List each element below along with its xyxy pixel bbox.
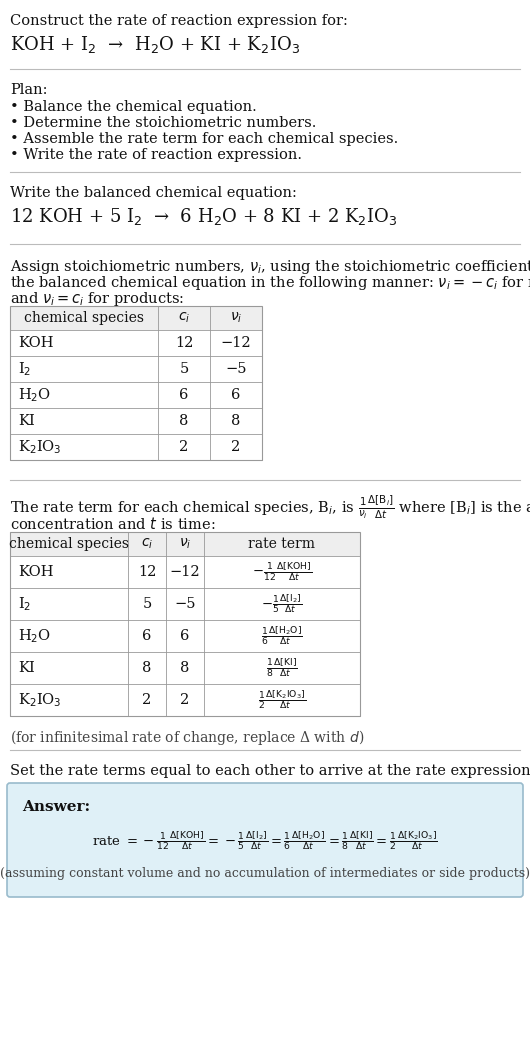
Text: 6: 6 bbox=[143, 629, 152, 643]
Text: $\nu_i$: $\nu_i$ bbox=[230, 311, 242, 325]
Text: $\frac{1}{6}\frac{\Delta[\mathrm{H_2O}]}{\Delta t}$: $\frac{1}{6}\frac{\Delta[\mathrm{H_2O}]}… bbox=[261, 624, 303, 647]
Bar bbox=[10, 532, 360, 716]
Bar bbox=[10, 306, 262, 330]
Text: 5: 5 bbox=[143, 597, 152, 611]
Text: K$_2$IO$_3$: K$_2$IO$_3$ bbox=[18, 691, 61, 709]
Text: 5: 5 bbox=[179, 362, 189, 376]
Text: $-\frac{1}{5}\frac{\Delta[\mathrm{I_2}]}{\Delta t}$: $-\frac{1}{5}\frac{\Delta[\mathrm{I_2}]}… bbox=[261, 593, 303, 616]
Text: chemical species: chemical species bbox=[9, 537, 129, 551]
Bar bbox=[10, 532, 360, 556]
Text: 12: 12 bbox=[175, 336, 193, 350]
Text: rate term: rate term bbox=[249, 537, 315, 551]
Text: −5: −5 bbox=[225, 362, 247, 376]
Text: −12: −12 bbox=[220, 336, 251, 350]
Text: 12: 12 bbox=[138, 565, 156, 579]
Text: 6: 6 bbox=[180, 629, 190, 643]
Text: H$_2$O: H$_2$O bbox=[18, 387, 51, 404]
Text: • Assemble the rate term for each chemical species.: • Assemble the rate term for each chemic… bbox=[10, 132, 398, 146]
Text: $\frac{1}{8}\frac{\Delta[\mathrm{KI}]}{\Delta t}$: $\frac{1}{8}\frac{\Delta[\mathrm{KI}]}{\… bbox=[266, 656, 298, 679]
Text: chemical species: chemical species bbox=[24, 311, 144, 325]
Text: Construct the rate of reaction expression for:: Construct the rate of reaction expressio… bbox=[10, 14, 348, 28]
Text: 8: 8 bbox=[143, 661, 152, 675]
Text: H$_2$O: H$_2$O bbox=[18, 627, 51, 645]
Text: $c_i$: $c_i$ bbox=[141, 537, 153, 551]
Text: KI: KI bbox=[18, 414, 35, 428]
Text: 2: 2 bbox=[180, 693, 190, 708]
Text: −12: −12 bbox=[170, 565, 200, 579]
Text: rate $= -\frac{1}{12}\frac{\Delta[\mathrm{KOH}]}{\Delta t} = -\frac{1}{5}\frac{\: rate $= -\frac{1}{12}\frac{\Delta[\mathr… bbox=[92, 829, 438, 852]
Text: $c_i$: $c_i$ bbox=[178, 311, 190, 325]
Text: The rate term for each chemical species, B$_i$, is $\frac{1}{\nu_i}\frac{\Delta[: The rate term for each chemical species,… bbox=[10, 494, 530, 521]
Text: $-\frac{1}{12}\frac{\Delta[\mathrm{KOH}]}{\Delta t}$: $-\frac{1}{12}\frac{\Delta[\mathrm{KOH}]… bbox=[252, 561, 312, 584]
Text: $\nu_i$: $\nu_i$ bbox=[179, 537, 191, 551]
Text: 2: 2 bbox=[143, 693, 152, 708]
Text: 8: 8 bbox=[179, 414, 189, 428]
Bar bbox=[10, 306, 262, 460]
Text: KOH: KOH bbox=[18, 336, 54, 350]
Text: Write the balanced chemical equation:: Write the balanced chemical equation: bbox=[10, 187, 297, 200]
Text: $\frac{1}{2}\frac{\Delta[\mathrm{K_2IO_3}]}{\Delta t}$: $\frac{1}{2}\frac{\Delta[\mathrm{K_2IO_3… bbox=[258, 689, 306, 712]
Text: (assuming constant volume and no accumulation of intermediates or side products): (assuming constant volume and no accumul… bbox=[0, 868, 530, 880]
Text: 6: 6 bbox=[231, 388, 241, 402]
Text: KI: KI bbox=[18, 661, 35, 675]
Text: Plan:: Plan: bbox=[10, 83, 48, 97]
Text: the balanced chemical equation in the following manner: $\nu_i = -c_i$ for react: the balanced chemical equation in the fo… bbox=[10, 274, 530, 292]
Text: Answer:: Answer: bbox=[22, 800, 90, 814]
Text: I$_2$: I$_2$ bbox=[18, 361, 31, 378]
Text: KOH: KOH bbox=[18, 565, 54, 579]
Text: (for infinitesimal rate of change, replace Δ with $d$): (for infinitesimal rate of change, repla… bbox=[10, 728, 364, 747]
Text: and $\nu_i = c_i$ for products:: and $\nu_i = c_i$ for products: bbox=[10, 290, 184, 308]
Text: 8: 8 bbox=[231, 414, 241, 428]
Text: Assign stoichiometric numbers, $\nu_i$, using the stoichiometric coefficients, $: Assign stoichiometric numbers, $\nu_i$, … bbox=[10, 258, 530, 276]
Text: K$_2$IO$_3$: K$_2$IO$_3$ bbox=[18, 438, 61, 455]
Text: KOH + I$_2$  →  H$_2$O + KI + K$_2$IO$_3$: KOH + I$_2$ → H$_2$O + KI + K$_2$IO$_3$ bbox=[10, 34, 300, 55]
Text: Set the rate terms equal to each other to arrive at the rate expression:: Set the rate terms equal to each other t… bbox=[10, 764, 530, 778]
Text: 2: 2 bbox=[232, 440, 241, 454]
Text: −5: −5 bbox=[174, 597, 196, 611]
Text: 12 KOH + 5 I$_2$  →  6 H$_2$O + 8 KI + 2 K$_2$IO$_3$: 12 KOH + 5 I$_2$ → 6 H$_2$O + 8 KI + 2 K… bbox=[10, 206, 398, 227]
Text: 2: 2 bbox=[179, 440, 189, 454]
FancyBboxPatch shape bbox=[7, 783, 523, 897]
Text: • Balance the chemical equation.: • Balance the chemical equation. bbox=[10, 100, 257, 114]
Text: I$_2$: I$_2$ bbox=[18, 595, 31, 613]
Text: 8: 8 bbox=[180, 661, 190, 675]
Text: • Determine the stoichiometric numbers.: • Determine the stoichiometric numbers. bbox=[10, 116, 316, 130]
Text: • Write the rate of reaction expression.: • Write the rate of reaction expression. bbox=[10, 148, 302, 162]
Text: concentration and $t$ is time:: concentration and $t$ is time: bbox=[10, 516, 216, 532]
Text: 6: 6 bbox=[179, 388, 189, 402]
